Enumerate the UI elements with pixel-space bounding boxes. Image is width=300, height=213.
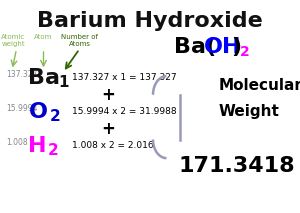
Text: Ba(: Ba(: [174, 37, 216, 57]
Text: Atom: Atom: [34, 34, 53, 40]
Text: 1: 1: [58, 75, 69, 89]
Text: H: H: [28, 136, 47, 156]
Text: 137.327: 137.327: [6, 70, 38, 79]
Text: 15.9994 x 2 = 31.9988: 15.9994 x 2 = 31.9988: [72, 107, 177, 116]
Text: Barium Hydroxide: Barium Hydroxide: [37, 11, 263, 31]
Text: 2: 2: [50, 109, 61, 124]
Text: Atomic
weight: Atomic weight: [2, 34, 26, 47]
Text: 137.327 x 1 = 137.327: 137.327 x 1 = 137.327: [72, 73, 177, 82]
Text: 171.3418: 171.3418: [178, 156, 295, 176]
Text: ): ): [232, 37, 242, 57]
Text: +: +: [101, 86, 115, 104]
Text: Ba: Ba: [28, 68, 61, 88]
Text: 1.008: 1.008: [6, 138, 28, 147]
Text: 15.9994: 15.9994: [6, 104, 38, 113]
Text: 2: 2: [47, 143, 58, 158]
Text: 1.008 x 2 = 2.016: 1.008 x 2 = 2.016: [72, 141, 154, 150]
Text: Weight: Weight: [219, 104, 280, 119]
Text: +: +: [101, 120, 115, 138]
Text: 2: 2: [239, 45, 249, 59]
Text: Molecular: Molecular: [219, 78, 300, 93]
Text: O: O: [28, 102, 47, 122]
Text: OH: OH: [203, 37, 241, 57]
Text: Number of
Atoms: Number of Atoms: [61, 34, 98, 47]
